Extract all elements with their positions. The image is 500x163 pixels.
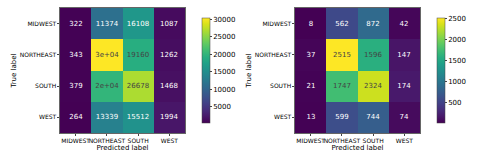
svg-text:5000: 5000 (213, 103, 231, 111)
svg-text:1500: 1500 (448, 57, 466, 65)
svg-text:2515: 2515 (333, 51, 351, 59)
svg-text:Predicted label: Predicted label (96, 144, 148, 152)
svg-text:1596: 1596 (364, 51, 382, 59)
svg-text:NORTHEAST: NORTHEAST (324, 137, 361, 144)
svg-text:26678: 26678 (127, 82, 149, 90)
svg-text:NORTHEAST: NORTHEAST (89, 137, 126, 144)
svg-text:174: 174 (397, 82, 411, 90)
svg-text:WEST: WEST (161, 137, 179, 144)
svg-text:MIDWEST: MIDWEST (296, 137, 325, 144)
svg-text:2324: 2324 (364, 82, 382, 90)
svg-text:74: 74 (400, 113, 409, 121)
svg-text:8: 8 (309, 20, 313, 28)
svg-text:3e+04: 3e+04 (95, 51, 119, 59)
svg-text:744: 744 (366, 113, 380, 121)
svg-text:500: 500 (448, 99, 461, 107)
svg-text:872: 872 (366, 20, 379, 28)
svg-text:MIDWEST: MIDWEST (61, 137, 90, 144)
svg-text:25000: 25000 (213, 33, 235, 41)
svg-text:16108: 16108 (127, 20, 149, 28)
svg-text:SOUTH: SOUTH (35, 82, 56, 89)
svg-text:True label: True label (10, 53, 18, 88)
svg-text:NORTHEAST: NORTHEAST (20, 51, 57, 58)
svg-text:1087: 1087 (160, 20, 178, 28)
svg-text:Predicted label: Predicted label (331, 144, 383, 152)
svg-text:42: 42 (400, 20, 409, 28)
svg-text:1468: 1468 (160, 82, 178, 90)
svg-text:NORTHEAST: NORTHEAST (255, 51, 292, 58)
svg-text:13: 13 (307, 113, 316, 121)
svg-text:20000: 20000 (213, 51, 235, 59)
svg-text:37: 37 (307, 51, 316, 59)
svg-text:343: 343 (69, 51, 82, 59)
svg-text:30000: 30000 (213, 16, 235, 24)
svg-text:SOUTH: SOUTH (363, 137, 384, 144)
svg-text:21: 21 (307, 82, 316, 90)
svg-text:2500: 2500 (448, 15, 466, 23)
svg-text:379: 379 (69, 82, 82, 90)
svg-text:15512: 15512 (127, 113, 149, 121)
svg-text:599: 599 (335, 113, 348, 121)
svg-text:19160: 19160 (127, 51, 149, 59)
svg-text:11374: 11374 (96, 20, 119, 28)
svg-text:264: 264 (69, 113, 83, 121)
svg-text:10000: 10000 (213, 86, 235, 94)
svg-text:15000: 15000 (213, 68, 235, 76)
svg-text:WEST: WEST (39, 113, 57, 120)
svg-text:147: 147 (397, 51, 410, 59)
svg-text:WEST: WEST (274, 113, 292, 120)
svg-text:1994: 1994 (160, 113, 178, 121)
svg-text:MIDWEST: MIDWEST (262, 20, 291, 27)
svg-text:SOUTH: SOUTH (128, 137, 149, 144)
svg-text:1747: 1747 (333, 82, 351, 90)
svg-text:WEST: WEST (396, 137, 414, 144)
svg-text:1262: 1262 (160, 51, 178, 59)
svg-text:True label: True label (245, 53, 253, 88)
svg-text:2000: 2000 (448, 36, 466, 44)
svg-text:MIDWEST: MIDWEST (27, 20, 56, 27)
svg-text:2e+04: 2e+04 (95, 82, 119, 90)
svg-text:SOUTH: SOUTH (270, 82, 291, 89)
svg-text:13339: 13339 (96, 113, 118, 121)
svg-text:322: 322 (69, 20, 82, 28)
svg-text:562: 562 (335, 20, 348, 28)
svg-text:1000: 1000 (448, 78, 466, 86)
